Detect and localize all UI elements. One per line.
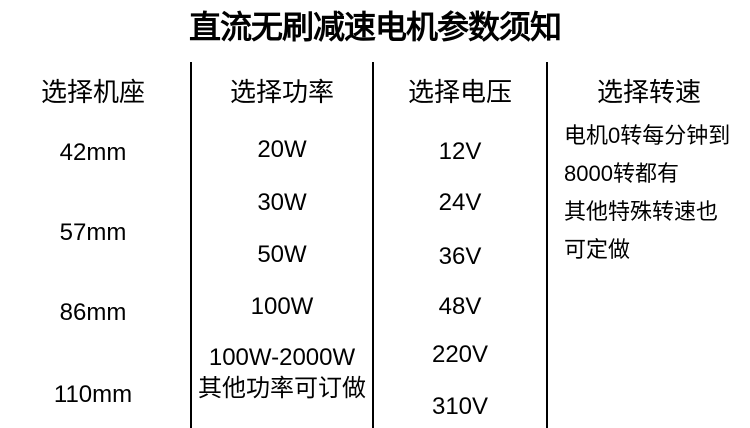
column-divider-2 [372, 62, 374, 428]
power-option: 20W [257, 136, 307, 163]
column-speed: 选择转速 电机0转每分钟到 8000转都有 其他特殊转速也 可定做 [548, 0, 750, 428]
speed-header: 选择转速 [596, 77, 701, 107]
frame-size-option: 110mm [53, 381, 133, 408]
frame-size-option: 57mm [59, 219, 127, 246]
power-option: 30W [257, 189, 307, 216]
voltage-option: 310V [431, 393, 489, 420]
column-power: 选择功率 20W 30W 50W 100W 100W-2000W 其他功率可订做 [192, 0, 372, 428]
power-header: 选择功率 [229, 77, 334, 107]
voltage-option: 12V [438, 138, 482, 165]
frame-size-header: 选择机座 [40, 77, 145, 107]
column-voltage: 选择电压 12V 24V 36V 48V 220V 310V [374, 0, 546, 428]
page-title: 直流无刷减速电机参数须知 [188, 9, 562, 45]
frame-size-option: 42mm [59, 139, 127, 166]
power-option: 100W [250, 293, 314, 320]
voltage-option: 36V [438, 243, 482, 270]
power-custom-note: 其他功率可订做 [198, 375, 366, 402]
power-option: 100W-2000W [208, 344, 356, 371]
column-divider-3 [546, 62, 548, 428]
speed-note-line: 其他特殊转速也 [564, 199, 719, 224]
column-divider-1 [190, 62, 192, 428]
voltage-option: 48V [438, 293, 482, 320]
frame-size-option: 86mm [59, 299, 127, 326]
voltage-header: 选择电压 [407, 77, 512, 107]
voltage-option: 220V [431, 341, 489, 368]
speed-note-line: 可定做 [564, 237, 631, 262]
column-frame-size: 选择机座 42mm 57mm 86mm 110mm [0, 0, 186, 428]
speed-note-line: 8000转都有 [564, 161, 679, 186]
voltage-option: 24V [438, 189, 482, 216]
power-option: 50W [257, 241, 307, 268]
speed-note-line: 电机0转每分钟到 [564, 123, 731, 148]
